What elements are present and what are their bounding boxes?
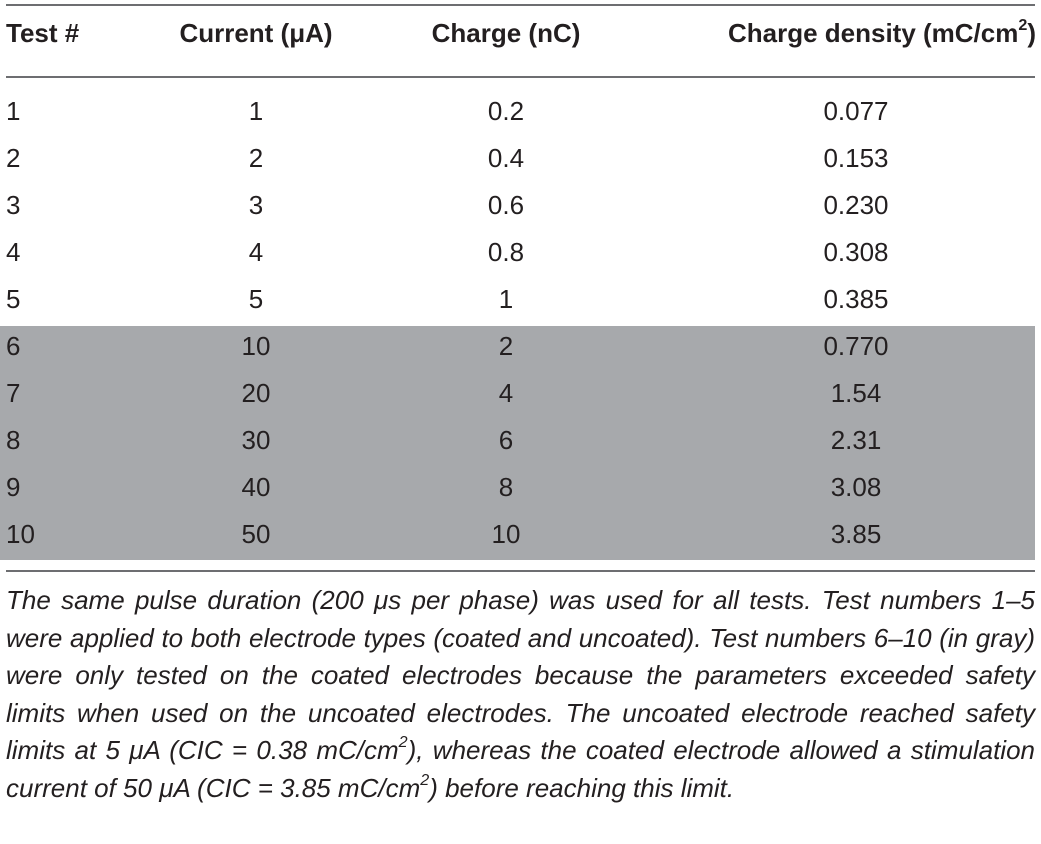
cell-charge: 8: [498, 472, 514, 502]
cell-current: 10: [241, 331, 271, 361]
cell-charge: 1: [498, 284, 514, 314]
header-test: Test #: [6, 18, 80, 48]
cell-charge: 2: [498, 331, 514, 361]
table-row: 4 4 0.8 0.308: [6, 229, 1035, 276]
header-close-paren: ): [1027, 18, 1036, 48]
cell-test: 8: [6, 425, 21, 455]
header-charge: Charge (nC): [431, 18, 581, 48]
cell-charge: 4: [498, 378, 514, 408]
cell-density: 0.308: [823, 237, 889, 267]
table-row: 5 5 1 0.385: [6, 276, 1035, 323]
cell-test: 7: [6, 378, 21, 408]
cell-density: 0.770: [823, 331, 889, 361]
cell-current: 50: [241, 519, 271, 549]
cell-density: 0.385: [823, 284, 889, 314]
cell-charge: 0.6: [487, 190, 525, 220]
table-bottom-rule: [6, 570, 1035, 572]
cell-test: 1: [6, 96, 21, 126]
table-row: 10 50 10 3.85: [6, 511, 1035, 558]
footnote-superscript-2: 2: [420, 770, 430, 789]
cell-current: 3: [248, 190, 264, 220]
table-row: 8 30 6 2.31: [6, 417, 1035, 464]
cell-test: 3: [6, 190, 21, 220]
cell-current: 20: [241, 378, 271, 408]
footnote-part-1: The same pulse duration (200 μs per phas…: [6, 585, 1035, 765]
cell-density: 0.077: [823, 96, 889, 126]
cell-test: 9: [6, 472, 21, 502]
header-current: Current (μA): [179, 18, 333, 48]
table-body: 1 1 0.2 0.077 2 2 0.4 0.153 3 3 0.6 0.230 4 4 0.8 0.308…: [6, 88, 1035, 558]
footnote-paragraph: The same pulse duration (200 μs per phas…: [6, 582, 1035, 807]
cell-test: 2: [6, 143, 21, 173]
cell-charge: 6: [498, 425, 514, 455]
cell-density: 0.153: [823, 143, 889, 173]
header-superscript: 2: [1018, 15, 1028, 34]
cell-test: 4: [6, 237, 21, 267]
table-row: 2 2 0.4 0.153: [6, 135, 1035, 182]
cell-current: 2: [248, 143, 264, 173]
cell-density: 1.54: [830, 378, 882, 408]
cell-density: 0.230: [823, 190, 889, 220]
footnote-part-3: ) before reaching this limit.: [429, 772, 735, 803]
table-header-row: Test # Current (μA) Charge (nC) Charge d…: [6, 15, 1036, 66]
cell-test: 5: [6, 284, 21, 314]
cell-charge: 0.8: [487, 237, 525, 267]
footnote-superscript-1: 2: [398, 732, 408, 751]
cell-charge: 10: [491, 519, 521, 549]
cell-test: 10: [6, 519, 35, 549]
table-row: 7 20 4 1.54: [6, 370, 1035, 417]
cell-density: 3.85: [830, 519, 882, 549]
cell-charge: 0.4: [487, 143, 525, 173]
cell-density: 2.31: [830, 425, 882, 455]
table-header-rule: [6, 76, 1035, 78]
table-row: 1 1 0.2 0.077: [6, 88, 1035, 135]
table-row: 3 3 0.6 0.230: [6, 182, 1035, 229]
table-footnote: The same pulse duration (200 μs per phas…: [6, 582, 1035, 807]
table-row: 6 10 2 0.770: [6, 323, 1035, 370]
gray-highlight-block: [0, 326, 1035, 560]
cell-current: 4: [248, 237, 264, 267]
cell-current: 40: [241, 472, 271, 502]
table-top-rule: [6, 4, 1035, 6]
cell-current: 30: [241, 425, 271, 455]
cell-density: 3.08: [830, 472, 882, 502]
footnote-part-2: ), whereas the coated electrode allowed …: [6, 735, 1035, 803]
header-charge-density-text: Charge density (mC/cm: [727, 18, 1019, 48]
cell-current: 5: [248, 284, 264, 314]
cell-current: 1: [248, 96, 264, 126]
table-row: 9 40 8 3.08: [6, 464, 1035, 511]
cell-charge: 0.2: [487, 96, 525, 126]
cell-test: 6: [6, 331, 21, 361]
header-charge-density: Charge density (mC/cm2): [676, 15, 1036, 49]
